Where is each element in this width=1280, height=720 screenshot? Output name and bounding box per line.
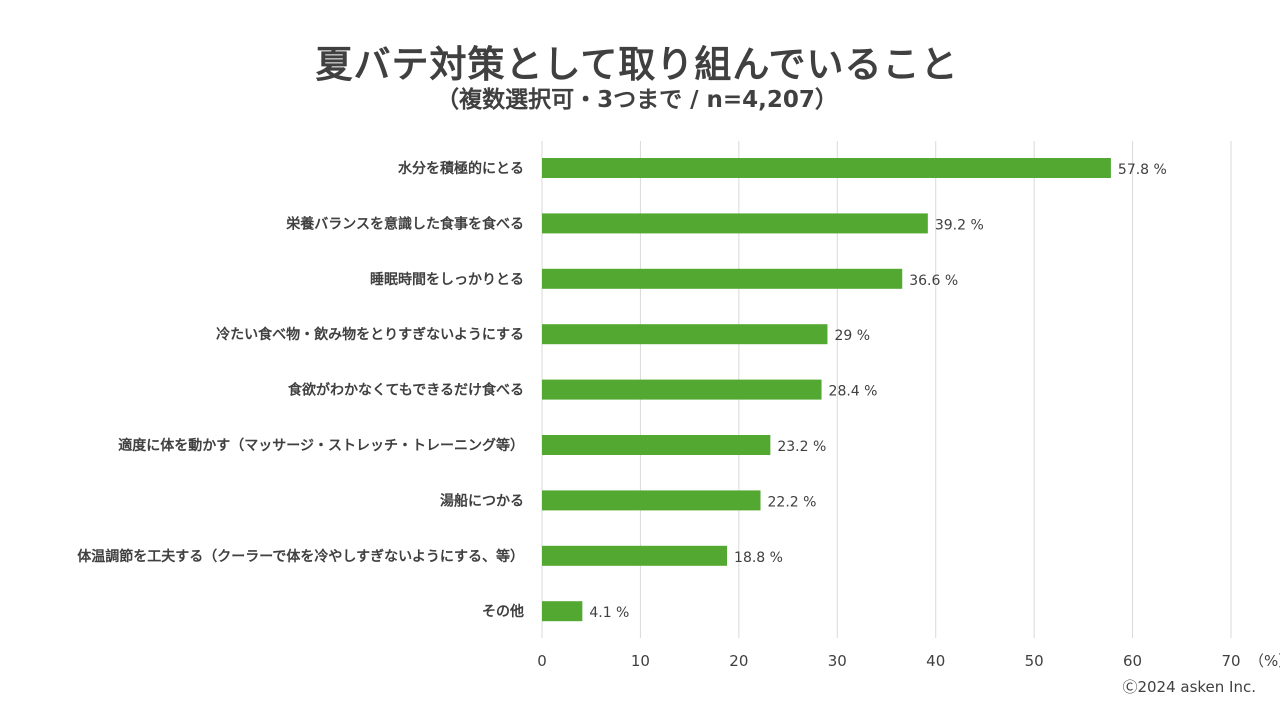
- bar: [542, 601, 583, 622]
- data-label: 28.4 %: [829, 384, 878, 400]
- x-tick-label: 60: [1123, 652, 1142, 670]
- data-label: 4.1 %: [589, 605, 629, 621]
- x-tick-label: 10: [631, 652, 650, 670]
- data-label: 22.2 %: [768, 494, 817, 510]
- category-label: 睡眠時間をしっかりとる: [370, 271, 524, 288]
- category-label: 湯船につかる: [440, 492, 524, 509]
- category-label: 水分を積極的にとる: [398, 160, 524, 177]
- x-tick-label: 40: [926, 652, 945, 670]
- x-tick-label: 30: [828, 652, 847, 670]
- chart-title: 夏バテ対策として取り組んでいること: [315, 43, 959, 86]
- category-label: 体温調節を工夫する（クーラーで体を冷やしすぎないようにする、等）: [77, 548, 524, 565]
- category-label: その他: [482, 603, 524, 620]
- bar: [542, 268, 903, 289]
- chart-subtitle: （複数選択可・3つまで / n=4,207）: [436, 87, 838, 113]
- x-unit-label: （%）: [1249, 652, 1280, 670]
- category-label: 適度に体を動かす（マッサージ・ストレッチ・トレーニング等）: [118, 437, 524, 454]
- x-tick-label: 70: [1221, 652, 1240, 670]
- bar: [542, 490, 761, 511]
- bar: [542, 324, 828, 345]
- data-label: 36.6 %: [909, 273, 958, 289]
- data-label: 39.2 %: [935, 217, 984, 233]
- data-label: 57.8 %: [1118, 162, 1167, 178]
- bar: [542, 545, 728, 566]
- data-label: 23.2 %: [777, 439, 826, 455]
- bar: [542, 158, 1111, 178]
- bar: [542, 435, 771, 455]
- data-label: 18.8 %: [734, 550, 783, 566]
- x-tick-label: 50: [1025, 652, 1044, 670]
- x-tick-label: 20: [729, 652, 748, 670]
- bar: [542, 213, 928, 234]
- category-label: 食欲がわかなくてもできるだけ食べる: [288, 382, 524, 399]
- category-label: 冷たい食べ物・飲み物をとりすぎないようにする: [216, 326, 524, 343]
- copyright-notice: Ⓒ2024 asken Inc.: [1122, 678, 1256, 696]
- category-label: 栄養バランスを意識した食事を食べる: [285, 215, 524, 232]
- bar: [542, 379, 822, 400]
- x-tick-label: 0: [537, 652, 547, 670]
- data-label: 29 %: [834, 328, 870, 344]
